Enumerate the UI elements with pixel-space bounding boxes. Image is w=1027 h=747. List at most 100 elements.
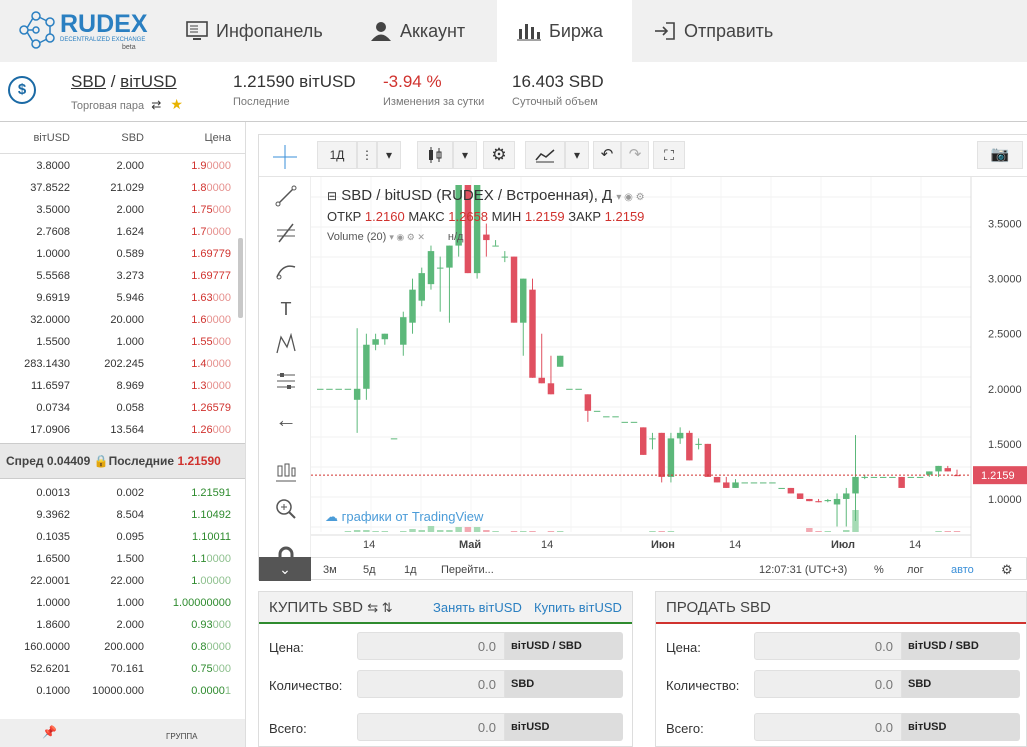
pin-icon[interactable]: 📌 — [42, 725, 57, 739]
candle-body — [436, 267, 444, 269]
asks-row[interactable]: 32.0000 20.000 1.60000 — [0, 309, 245, 331]
bids-row[interactable]: 1.0000 1.000 1.00000000 — [0, 592, 245, 614]
buy-total-input[interactable]: 0.0 — [357, 713, 505, 741]
buy-quote-link[interactable]: Купить вітUSD — [534, 600, 622, 615]
bids-amount: 1.000 — [116, 597, 144, 609]
magnet-icon[interactable] — [273, 545, 299, 571]
zoom-icon[interactable] — [273, 498, 299, 524]
pattern-tool-icon[interactable] — [273, 332, 299, 359]
bids-row[interactable]: 0.0013 0.002 1.21591 — [0, 482, 245, 504]
legend-menu-icon[interactable]: ▾ ◉ ⚙ — [616, 192, 645, 203]
collapse-toolbar-icon[interactable]: ⌄ — [259, 557, 311, 581]
text-tool-icon[interactable]: T — [280, 299, 292, 319]
bids-row[interactable]: 22.0001 22.000 1.00000 — [0, 570, 245, 592]
asks-price-trailing: 0000 — [206, 182, 231, 194]
candles-tool-icon[interactable] — [273, 461, 299, 487]
bids-total: 0.1035 — [36, 531, 70, 543]
bids-amount: 200.000 — [104, 641, 144, 653]
asks-row[interactable]: 17.0906 13.564 1.26000 — [0, 419, 245, 441]
asks-row[interactable]: 1.5500 1.000 1.55000 — [0, 331, 245, 353]
swap-icon[interactable]: ⇄ — [151, 98, 162, 112]
pair-quote[interactable]: вітUSD — [120, 72, 177, 91]
asks-row[interactable]: 2.7608 1.624 1.70000 — [0, 221, 245, 243]
order-book-scrollbar[interactable] — [238, 238, 243, 318]
sell-price-input[interactable]: 0.0 — [754, 632, 902, 660]
swap-icon[interactable]: ⇆ ⇅ — [367, 600, 393, 615]
bids-row[interactable]: 52.6201 70.161 0.75000 — [0, 658, 245, 680]
chart-settings-gear-icon[interactable]: ⚙ — [1001, 562, 1013, 577]
group-button[interactable]: ГРУППА — [166, 732, 198, 741]
asks-row[interactable]: 1.0000 0.589 1.69779 — [0, 243, 245, 265]
interval-button[interactable]: 1Д — [317, 141, 357, 169]
asks-row[interactable]: 9.6919 5.946 1.63000 — [0, 287, 245, 309]
asks-row[interactable]: 37.8522 21.029 1.80000 — [0, 177, 245, 199]
fib-tool-icon[interactable] — [273, 222, 299, 248]
range-1d-button[interactable]: 1д — [404, 564, 417, 576]
range-3m-button[interactable]: 3м — [323, 564, 337, 576]
bids-row[interactable]: 9.3962 8.504 1.10492 — [0, 504, 245, 526]
price-tick-label: 2.5000 — [988, 329, 1022, 341]
borrow-link[interactable]: Занять вітUSD — [433, 600, 522, 615]
nav-dashboard-label: Инфопанель — [216, 20, 323, 41]
goto-date-button[interactable]: Перейти... — [441, 564, 494, 576]
sell-total-input[interactable]: 0.0 — [754, 713, 902, 741]
back-arrow-icon[interactable]: ← — [275, 407, 297, 432]
price-tick-label: 2.0000 — [988, 384, 1022, 396]
trading-pair[interactable]: SBD / вітUSD Торговая пара ⇄ ★ — [71, 72, 183, 113]
candle-body — [769, 482, 776, 484]
bids-row[interactable]: 0.1035 0.095 1.10011 — [0, 526, 245, 548]
fullscreen-icon[interactable]: ⛶ — [653, 141, 685, 169]
tradingview-watermark[interactable]: ☁ графики от TradingView — [325, 509, 483, 525]
sell-amount-input[interactable]: 0.0 — [754, 670, 902, 698]
pair-base[interactable]: SBD — [71, 72, 106, 91]
line-tool-icon[interactable] — [273, 185, 299, 211]
indicators-icon[interactable] — [525, 141, 565, 169]
auto-scale-button[interactable]: авто — [951, 564, 974, 576]
volume-bar — [556, 531, 564, 532]
candlestick-chart[interactable]: 3.5000 3.0000 2.5000 2.0000 1.5000 1.0000 1.21… — [311, 177, 1027, 557]
log-scale-button[interactable]: лог — [907, 564, 924, 576]
buy-amount-input[interactable]: 0.0 — [357, 670, 505, 698]
nav-exchange[interactable]: Биржа — [497, 0, 632, 62]
asks-row[interactable]: 3.8000 2.000 1.90000 — [0, 155, 245, 177]
bids-price: 1.00000000 — [144, 597, 231, 609]
percent-scale-button[interactable]: % — [874, 564, 884, 576]
settings-gear-icon[interactable]: ⚙ — [483, 141, 515, 169]
asks-row[interactable]: 283.1430 202.245 1.40000 — [0, 353, 245, 375]
star-icon[interactable]: ★ — [170, 96, 183, 112]
crosshair-icon[interactable] — [271, 143, 299, 171]
camera-icon[interactable]: 📷 — [977, 141, 1023, 169]
asks-row[interactable]: 3.5000 2.000 1.75000 — [0, 199, 245, 221]
chart-type-dropdown-icon[interactable]: ▾ — [453, 141, 477, 169]
chart-title: SBD / bitUSD (RUDEX / Встроенная), Д — [341, 187, 613, 204]
more-menu-icon[interactable]: ⋮ — [357, 141, 377, 169]
indicators-dropdown-icon[interactable]: ▾ — [565, 141, 589, 169]
market-header: $ SBD / вітUSD Торговая пара ⇄ ★ 1.21590… — [0, 62, 1027, 122]
buy-price-input[interactable]: 0.0 — [357, 632, 505, 660]
asks-row[interactable]: 5.5568 3.273 1.69777 — [0, 265, 245, 287]
timezone-clock[interactable]: 12:07:31 (UTC+3) — [759, 564, 848, 576]
bids-row[interactable]: 1.8600 2.000 0.93000 — [0, 614, 245, 636]
sell-panel-header: ПРОДАТЬ SBD — [656, 592, 1026, 624]
interval-dropdown-icon[interactable]: ▾ — [377, 141, 401, 169]
candle-type-icon[interactable] — [417, 141, 453, 169]
bids-row[interactable]: 1.6500 1.500 1.10000 — [0, 548, 245, 570]
bids-row[interactable]: 0.1000 10000.000 0.00001 — [0, 680, 245, 702]
asks-row[interactable]: 11.6597 8.969 1.30000 — [0, 375, 245, 397]
bids-row[interactable]: 160.0000 200.000 0.80000 — [0, 636, 245, 658]
collapse-legend-icon[interactable]: ⊟ — [327, 189, 338, 203]
drawing-toolbar: T ← ⌄ — [259, 177, 311, 581]
undo-icon[interactable]: ↶ — [593, 141, 621, 169]
volume-legend-menu-icon[interactable]: ▾ ◉ ⚙ ✕ — [389, 232, 425, 242]
volume-bar — [843, 530, 850, 532]
logo[interactable]: RUDEX DECENTRALIZED EXCHANGE beta — [18, 8, 148, 52]
nav-account[interactable]: Аккаунт — [370, 0, 490, 62]
nav-dashboard[interactable]: Инфопанель — [186, 0, 336, 62]
range-5d-button[interactable]: 5д — [363, 564, 376, 576]
brush-tool-icon[interactable] — [273, 259, 299, 285]
measure-tool-icon[interactable] — [273, 370, 299, 396]
last-price-value: 1.21590 вітUSD — [233, 72, 356, 91]
redo-icon[interactable]: ↷ — [621, 141, 649, 169]
asks-row[interactable]: 0.0734 0.058 1.26579 — [0, 397, 245, 419]
nav-send[interactable]: Отправить — [654, 0, 794, 62]
